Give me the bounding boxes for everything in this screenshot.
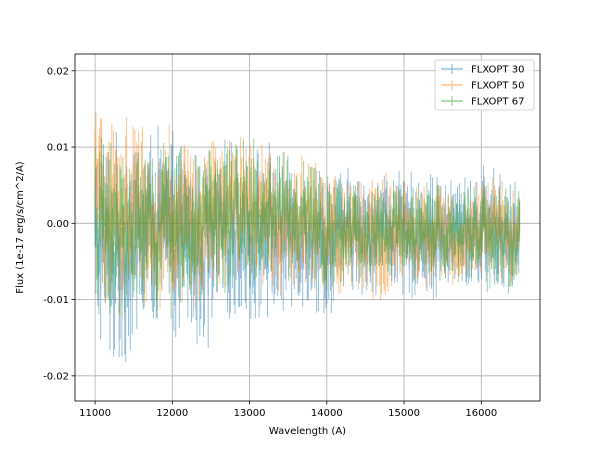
legend-marker xyxy=(441,64,463,74)
plot-area: 11000 12000 13000 14000 15000 16000 -0.02 -0.01… xyxy=(43,53,541,419)
y-tick-label: 0.01 xyxy=(47,143,69,154)
axes-background xyxy=(75,54,540,401)
x-tick-label: 16000 xyxy=(465,408,497,419)
x-axis-label: Wavelength (A) xyxy=(269,426,346,437)
legend-marker xyxy=(441,96,463,106)
legend-label: FLXOPT 50 xyxy=(471,81,524,92)
y-axis-label: Flux (1e-17 erg/s/cm^2/A) xyxy=(15,161,26,293)
y-tick-label: -0.01 xyxy=(43,295,69,306)
x-tick-label: 13000 xyxy=(234,408,266,419)
x-tick-label: 12000 xyxy=(156,408,188,419)
y-tick-label: -0.02 xyxy=(43,371,69,382)
series-2 xyxy=(94,112,521,317)
series-3 xyxy=(94,138,521,319)
y-tick-label: 0.02 xyxy=(47,66,69,77)
series-2-line xyxy=(94,151,521,274)
legend-marker xyxy=(441,80,463,90)
series-3-errorbars xyxy=(94,138,521,319)
series-2-errorbars xyxy=(94,112,521,317)
x-tick-label: 15000 xyxy=(388,408,420,419)
data-layer xyxy=(94,112,521,362)
series-3-line xyxy=(94,171,521,278)
legend-label: FLXOPT 30 xyxy=(471,65,524,76)
legend: FLXOPT 30 FLXOPT 50 FLXOPT 67 xyxy=(434,59,535,111)
series-1-errorbars xyxy=(94,125,521,362)
y-tick-label: 0.00 xyxy=(47,219,69,230)
legend-label: FLXOPT 67 xyxy=(471,97,524,108)
series-1-line xyxy=(94,172,521,309)
legend-box xyxy=(434,59,535,111)
x-tick-label: 14000 xyxy=(311,408,343,419)
series-1 xyxy=(94,125,521,362)
axes-frame xyxy=(74,53,541,402)
x-tick-label: 11000 xyxy=(79,408,111,419)
